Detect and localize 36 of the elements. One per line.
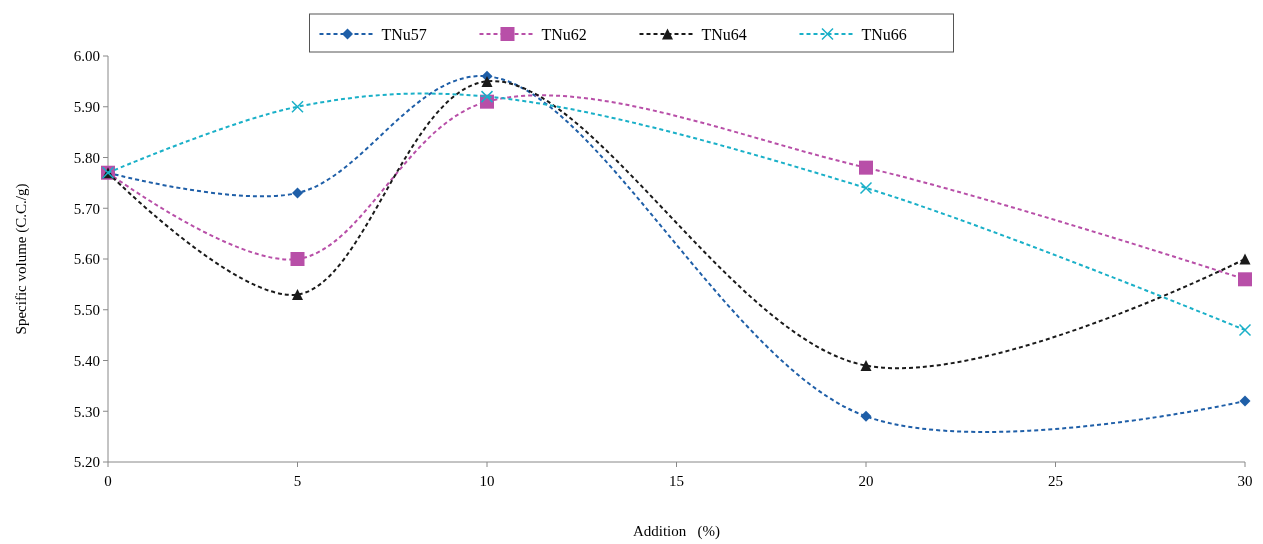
point bbox=[290, 252, 305, 266]
y-tick-label: 5.70 bbox=[73, 200, 100, 217]
x-tick-label: 25 bbox=[1048, 473, 1063, 489]
y-tick-label: 6.00 bbox=[73, 48, 100, 65]
x-tick-label: 15 bbox=[669, 473, 684, 489]
legend-label: TNu64 bbox=[701, 25, 747, 43]
x-tick-label: 10 bbox=[479, 473, 495, 489]
point bbox=[859, 181, 873, 195]
x-tick-label: 5 bbox=[293, 473, 302, 489]
x-axis-title: Addition (%) bbox=[632, 523, 721, 540]
point bbox=[1238, 323, 1252, 337]
y-tick-label: 5.80 bbox=[73, 149, 100, 166]
point bbox=[860, 410, 872, 422]
point bbox=[859, 160, 873, 175]
point bbox=[481, 75, 493, 87]
point bbox=[292, 187, 303, 199]
point bbox=[1239, 395, 1251, 407]
y-tick-label: 5.60 bbox=[73, 251, 100, 268]
legend-label: TNu57 bbox=[381, 25, 427, 43]
point bbox=[860, 360, 872, 372]
x-tick-label: 30 bbox=[1237, 473, 1253, 489]
point bbox=[292, 289, 303, 301]
point bbox=[291, 100, 304, 113]
point bbox=[1238, 272, 1252, 287]
legend-label: TNu66 bbox=[861, 25, 907, 43]
y-tick-label: 5.90 bbox=[73, 99, 100, 115]
legend-label: TNu62 bbox=[541, 25, 587, 43]
y-tick-label: 5.50 bbox=[73, 302, 100, 318]
x-tick-label: 20 bbox=[858, 473, 874, 489]
y-tick-label: 5.30 bbox=[73, 403, 100, 420]
y-axis-title: Specific volume (C.C./g) bbox=[13, 183, 30, 335]
point bbox=[480, 90, 494, 103]
y-tick-label: 5.20 bbox=[73, 454, 100, 471]
x-tick-label: 0 bbox=[104, 473, 112, 489]
point bbox=[1239, 253, 1251, 265]
y-tick-label: 5.40 bbox=[73, 352, 100, 369]
